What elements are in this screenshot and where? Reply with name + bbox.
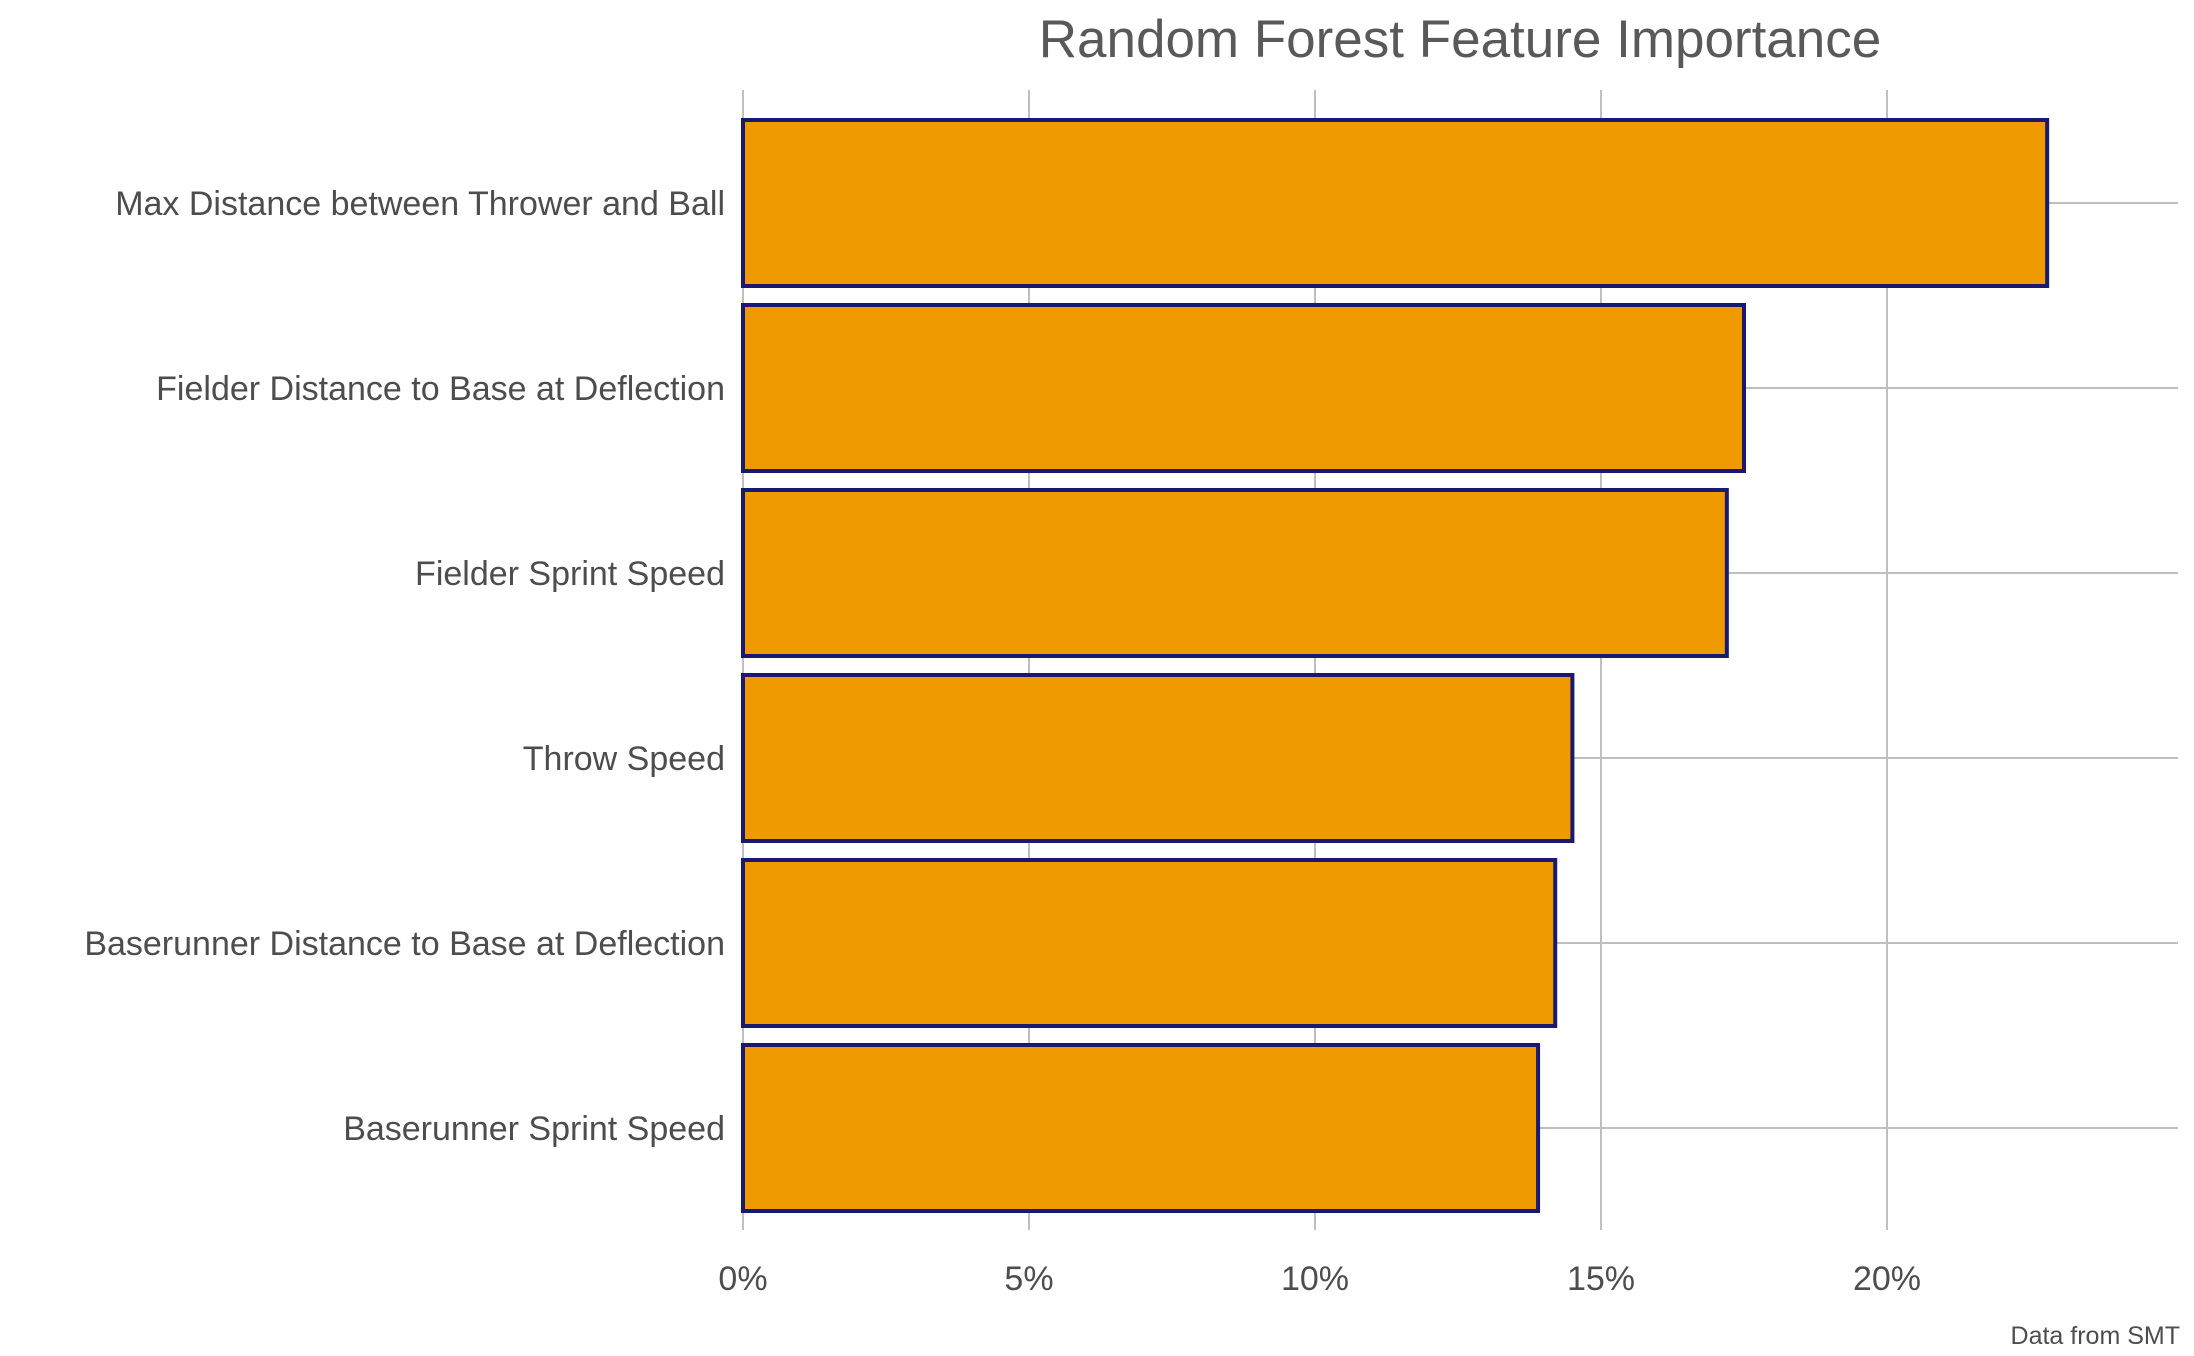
- chart-title: Random Forest Feature Importance: [1039, 10, 1882, 69]
- category-label: Baserunner Sprint Speed: [343, 1110, 725, 1148]
- bar: [741, 488, 1729, 658]
- bar: [741, 673, 1575, 843]
- category-labels: Max Distance between Thrower and Ball Fie…: [84, 185, 725, 1148]
- bar: [741, 1043, 1541, 1213]
- x-axis-tick-labels: 0% 5% 10% 15% 20%: [718, 1260, 1921, 1298]
- category-label: Fielder Distance to Base at Deflection: [156, 370, 725, 408]
- x-tick-label: 5%: [1004, 1260, 1053, 1298]
- category-label: Baserunner Distance to Base at Deflectio…: [84, 925, 725, 963]
- x-tick-label: 15%: [1567, 1260, 1635, 1298]
- category-label: Max Distance between Thrower and Ball: [115, 185, 725, 223]
- x-tick-label: 20%: [1853, 1260, 1921, 1298]
- bar: [741, 858, 1558, 1028]
- x-tick-label: 10%: [1281, 1260, 1349, 1298]
- category-label: Fielder Sprint Speed: [415, 555, 725, 593]
- x-tick-label: 0%: [718, 1260, 767, 1298]
- chart-caption: Data from SMT: [2011, 1322, 2180, 1350]
- category-label: Throw Speed: [523, 740, 725, 778]
- bar: [741, 303, 1746, 473]
- bars: [741, 118, 2050, 1213]
- bar: [741, 118, 2050, 288]
